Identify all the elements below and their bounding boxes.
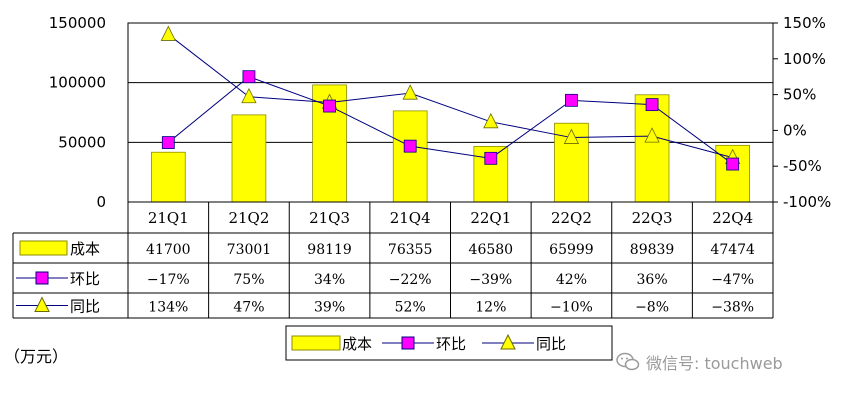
legend-square-marker (401, 336, 415, 350)
table-cell: 36% (637, 272, 668, 288)
square-marker (242, 70, 256, 84)
legend-label: 同比 (536, 335, 566, 353)
table-cell: 39% (314, 300, 345, 316)
y-left-tick-label: 100000 (49, 74, 106, 92)
category-label: 21Q2 (228, 209, 269, 227)
square-marker (484, 151, 498, 165)
y-right-tick-label: -50% (783, 157, 822, 175)
square-marker (726, 157, 740, 171)
table-cell: 47474 (710, 242, 755, 258)
table-cell: −8% (635, 300, 669, 316)
bar-21Q4 (392, 110, 428, 203)
square-marker (645, 98, 659, 112)
row-label: 同比 (70, 298, 100, 316)
category-label: 22Q4 (712, 209, 753, 227)
legend-label: 环比 (436, 335, 466, 353)
bar-21Q2 (231, 114, 267, 203)
category-label: 21Q4 (390, 209, 431, 227)
table-cell: 98119 (307, 242, 352, 258)
table-cell: −38% (711, 300, 754, 316)
y-right-tick-label: -100% (783, 193, 831, 211)
table-cell: 46580 (469, 242, 514, 258)
y-left-tick-label: 150000 (49, 14, 106, 32)
table-cell: 42% (556, 272, 587, 288)
table-cell: 134% (148, 300, 188, 316)
line-square (167, 76, 733, 165)
table-cell: −39% (469, 272, 512, 288)
table-cell: −47% (711, 272, 754, 288)
table-cell: 41700 (146, 242, 191, 258)
table-cell: 34% (314, 272, 345, 288)
square-marker (323, 99, 336, 113)
legend-square-marker (35, 271, 49, 285)
category-label: 22Q1 (470, 209, 511, 227)
row-label: 环比 (70, 270, 100, 288)
triangle-marker (563, 128, 580, 144)
y-left-tick-label: 0 (96, 193, 106, 211)
unit-label: （万元） (4, 347, 69, 366)
line-triangle (168, 34, 733, 159)
legend-triangle-marker (34, 296, 50, 312)
y-right-tick-label: 150% (783, 14, 826, 32)
table-cell: 76355 (388, 242, 433, 258)
square-marker (403, 139, 417, 153)
triangle-marker (483, 112, 499, 129)
table-cell: 52% (395, 300, 426, 316)
legend-triangle-marker (500, 333, 516, 350)
category-label: 21Q1 (148, 209, 189, 227)
plot-frame (127, 22, 774, 203)
legend-bar-swatch (291, 335, 341, 351)
y-right-tick-label: 0% (783, 121, 807, 139)
square-marker (565, 93, 578, 107)
watermark: 微信号: touchweb (616, 350, 783, 374)
category-label: 22Q2 (551, 209, 592, 227)
table-cell: 89839 (630, 242, 675, 258)
y-right-tick-label: 50% (783, 86, 816, 104)
row-label: 成本 (70, 240, 100, 258)
wechat-icon (616, 352, 640, 371)
triangle-marker (644, 127, 660, 143)
triangle-marker (402, 84, 418, 100)
triangle-marker (160, 25, 176, 41)
y-left-tick-label: 50000 (58, 133, 106, 151)
table-cell: 65999 (549, 242, 594, 258)
table-cell: −17% (147, 272, 190, 288)
table-cell: 75% (233, 272, 264, 288)
table-cell: 47% (233, 300, 264, 316)
watermark-text: 微信号: touchweb (646, 354, 783, 373)
table-cell: −10% (550, 300, 593, 316)
square-marker (161, 136, 175, 149)
legend-swatch-bar (19, 240, 68, 256)
legend-label: 成本 (342, 335, 372, 353)
y-right-tick-label: 100% (783, 50, 826, 68)
table-cell: −22% (389, 272, 432, 288)
category-label: 21Q3 (309, 209, 350, 227)
table-cell: 73001 (227, 242, 272, 258)
category-label: 22Q3 (632, 209, 673, 227)
bar-21Q1 (150, 151, 186, 203)
table-cell: 12% (475, 300, 506, 316)
triangle-marker (241, 87, 257, 104)
